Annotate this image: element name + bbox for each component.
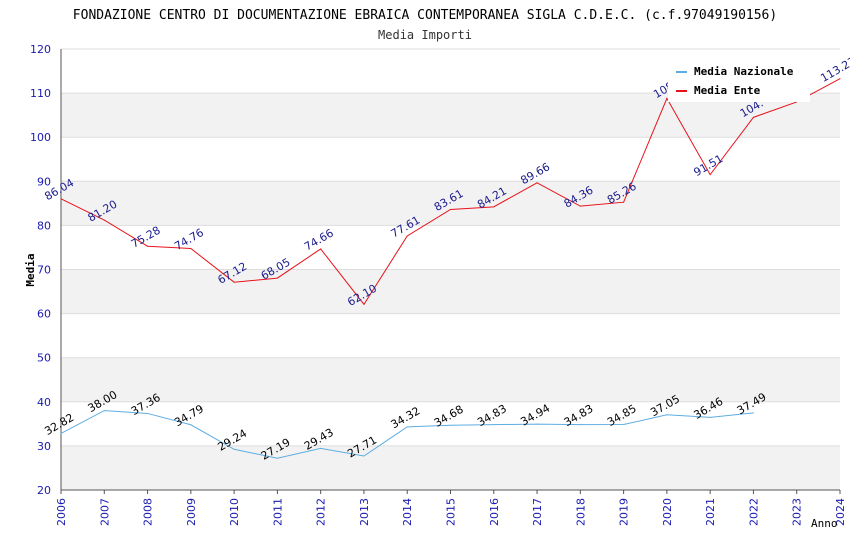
data-point xyxy=(103,219,105,221)
chart-subtitle: Media Importi xyxy=(378,28,472,42)
data-point xyxy=(752,412,754,414)
x-tick-label: 2023 xyxy=(791,498,804,526)
data-point xyxy=(276,457,278,459)
x-tick-label: 2009 xyxy=(185,498,198,526)
x-tick-label: 2014 xyxy=(401,498,414,526)
data-point xyxy=(493,424,495,426)
data-point xyxy=(450,424,451,426)
data-point xyxy=(190,424,192,426)
band xyxy=(61,225,840,270)
x-tick-label: 2011 xyxy=(271,498,284,526)
band xyxy=(61,401,840,446)
y-tick-label: 30 xyxy=(37,440,51,453)
data-point xyxy=(579,205,581,207)
data-point xyxy=(579,424,581,426)
x-axis-label: Anno xyxy=(811,517,838,530)
data-point xyxy=(666,97,668,99)
data-point xyxy=(406,235,408,237)
data-point xyxy=(363,455,365,457)
y-tick-label: 50 xyxy=(37,352,51,365)
x-tick-label: 2006 xyxy=(55,498,68,526)
legend: Media Nazionale Media Ente xyxy=(668,58,810,102)
data-point xyxy=(233,448,235,450)
y-tick-label: 80 xyxy=(37,219,51,232)
data-point xyxy=(60,198,62,200)
data-point xyxy=(623,201,625,203)
band xyxy=(61,181,840,226)
y-tick-label: 90 xyxy=(37,175,51,188)
legend-label-ente: Media Ente xyxy=(694,84,761,97)
band xyxy=(61,313,840,358)
x-tick-label: 2024 xyxy=(834,498,847,526)
x-tick-label: 2022 xyxy=(747,498,760,526)
y-axis-label: Media xyxy=(24,253,37,286)
data-point xyxy=(103,410,105,412)
y-tick-label: 70 xyxy=(37,264,51,277)
data-point xyxy=(709,174,711,176)
y-tick-label: 120 xyxy=(30,43,51,56)
data-point xyxy=(709,416,711,418)
band xyxy=(61,357,840,402)
x-tick-label: 2007 xyxy=(98,498,111,526)
data-point xyxy=(623,424,625,426)
data-point xyxy=(536,423,538,425)
data-point xyxy=(320,248,322,250)
x-tick-label: 2015 xyxy=(445,498,458,526)
data-point xyxy=(147,245,149,247)
x-tick-label: 2008 xyxy=(142,498,155,526)
data-point xyxy=(493,206,495,208)
data-point xyxy=(406,426,408,428)
data-point xyxy=(190,248,192,250)
x-tick-label: 2019 xyxy=(618,498,631,526)
data-point xyxy=(60,432,62,434)
chart-title: FONDAZIONE CENTRO DI DOCUMENTAZIONE EBRA… xyxy=(73,8,777,23)
data-point xyxy=(666,414,668,416)
x-tick-label: 2012 xyxy=(315,498,328,526)
y-tick-label: 100 xyxy=(30,131,51,144)
band xyxy=(61,137,840,182)
data-point xyxy=(233,281,235,283)
x-tick-label: 2013 xyxy=(358,498,371,526)
data-point xyxy=(450,208,451,210)
legend-label-nazionale: Media Nazionale xyxy=(694,65,794,78)
data-point xyxy=(147,412,149,414)
x-tick-label: 2018 xyxy=(574,498,587,526)
data-point xyxy=(536,182,538,184)
data-point xyxy=(363,303,365,305)
x-tick-label: 2010 xyxy=(228,498,241,526)
y-tick-label: 40 xyxy=(37,396,51,409)
y-tick-label: 60 xyxy=(37,308,51,321)
band xyxy=(61,445,840,490)
data-point xyxy=(752,116,754,118)
band xyxy=(61,269,840,314)
y-tick-label: 110 xyxy=(30,87,51,100)
y-tick-label: 20 xyxy=(37,484,51,497)
data-point xyxy=(276,277,278,279)
data-point xyxy=(839,78,841,80)
data-point xyxy=(320,447,322,449)
x-tick-label: 2021 xyxy=(704,498,717,526)
x-tick-label: 2020 xyxy=(661,498,674,526)
x-tick-label: 2017 xyxy=(531,498,544,526)
x-tick-label: 2016 xyxy=(488,498,501,526)
